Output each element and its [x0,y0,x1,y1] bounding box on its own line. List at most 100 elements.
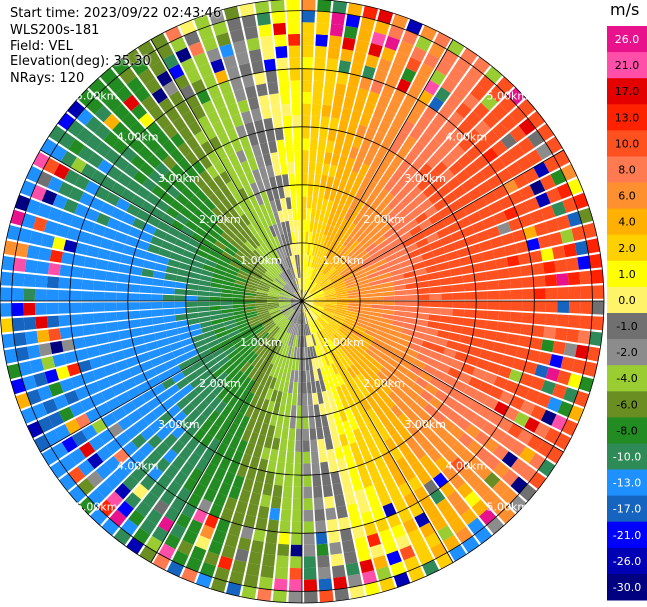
gate-cell [94,105,112,123]
gate-cell [366,395,378,408]
gate-cell [174,295,186,301]
gate-cell [126,203,141,217]
gate-cell [362,570,378,585]
gate-cell [199,321,213,329]
gate-cell [156,426,171,441]
gate-cell [349,184,360,198]
gate-cell [173,471,189,487]
gate-cell [414,267,427,276]
gate-cell [406,306,418,313]
gate-cell [339,469,351,483]
gate-cell [175,47,192,63]
gate-cell [357,438,369,453]
gate-cell [354,344,366,355]
gate-cell [260,386,269,399]
gate-cell [465,111,482,128]
gate-cell [47,176,64,193]
gate-cell [345,14,361,28]
gate-cell [348,417,359,431]
gate-cell [13,257,27,272]
gate-cell [404,150,418,165]
gate-cell [186,312,199,320]
gate-cell [508,217,523,232]
gate-cell [354,488,367,503]
gate-cell [329,400,338,413]
gate-cell [520,400,536,416]
gate-cell [127,302,140,311]
gate-cell [305,312,310,324]
gate-cell [499,95,517,113]
gate-cell [70,157,87,174]
gate-cell [482,112,500,129]
gate-cell [294,266,299,279]
gate-cell [359,293,372,298]
gate-cell [139,442,155,458]
gate-cell [312,292,324,298]
gate-cell [473,390,489,405]
gate-cell [399,333,413,342]
gate-cell [314,271,323,283]
gate-cell [280,319,289,330]
gate-cell [29,230,44,246]
gate-cell [333,242,343,254]
gate-cell [140,317,153,327]
gate-cell [382,305,395,310]
gate-cell [209,301,221,306]
gate-cell [479,508,497,526]
gate-cell [118,368,133,382]
gate-cell [157,220,171,233]
gate-cell [278,302,291,305]
gate-cell [217,334,230,344]
field-label: Field: VEL [10,39,73,54]
colorbar-tick-label: 13.0 [615,111,640,124]
gate-cell [310,322,317,334]
gate-cell [484,472,501,489]
gate-cell [493,461,510,479]
gate-cell [476,358,490,371]
gate-cell [443,191,458,205]
gate-cell [303,475,312,487]
gate-cell [255,296,268,300]
gate-cell [299,301,302,313]
gate-cell [364,127,377,142]
gate-cell [245,210,255,224]
gate-cell [535,142,553,160]
gate-cell [325,266,335,277]
gate-cell [144,251,159,262]
gate-cell [114,483,131,500]
gate-cell [371,296,384,301]
gate-cell [305,323,310,336]
gate-cell [238,325,251,333]
gate-cell [124,425,140,440]
gate-cell [441,137,457,153]
gate-cell [255,304,268,309]
gate-cell [273,328,282,339]
gate-cell [250,322,262,330]
gate-cell [261,361,271,374]
gate-cell [419,370,433,383]
gate-cell [249,492,261,506]
gate-cell [335,216,344,229]
gate-cell [341,342,352,353]
gate-cell [195,365,208,377]
gate-cell [500,132,517,150]
gate-cell [567,211,582,227]
gate-cell [377,267,391,276]
gate-cell [164,418,179,433]
gate-cell [180,383,194,396]
gate-cell [409,125,424,141]
gate-cell [327,128,337,142]
gate-cell [239,266,252,275]
gate-cell [350,263,363,272]
gate-cell [262,153,272,167]
gate-cell [212,95,226,110]
gate-cell [422,106,438,122]
gate-cell [272,223,280,236]
gate-cell [202,330,216,339]
gate-cell [510,311,523,323]
gate-cell [441,76,458,94]
gate-cell [232,304,245,309]
gate-cell [236,250,248,260]
gate-cell [556,370,572,386]
gate-cell [379,272,392,280]
